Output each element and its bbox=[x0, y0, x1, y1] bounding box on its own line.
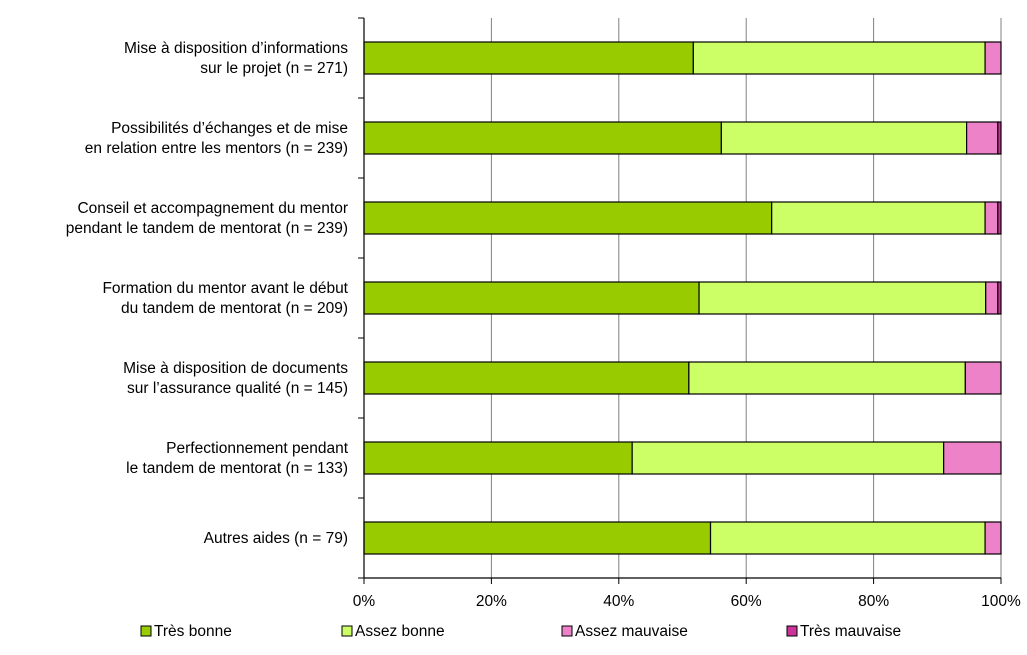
category-label: Perfectionnement pendant bbox=[166, 440, 349, 457]
x-tick-label: 80% bbox=[858, 593, 889, 610]
bar-segment bbox=[709, 521, 986, 555]
category-label: pendant le tandem de mentorat (n = 239) bbox=[66, 220, 348, 237]
category-label: Mise à disposition d’informations bbox=[124, 40, 348, 57]
category-label: sur le projet (n = 271) bbox=[200, 60, 348, 77]
x-tick-label: 0% bbox=[353, 593, 376, 610]
bar-segment bbox=[363, 361, 690, 395]
legend-swatch bbox=[140, 625, 152, 637]
legend-swatch bbox=[341, 625, 353, 637]
bar-segment bbox=[984, 41, 1002, 75]
bar-segment bbox=[997, 201, 1002, 235]
category-label: le tandem de mentorat (n = 133) bbox=[126, 460, 348, 477]
bar-segment bbox=[363, 201, 773, 235]
category-label: Formation du mentor avant le début bbox=[102, 280, 348, 297]
bar-segment bbox=[943, 441, 1002, 475]
legend-swatch bbox=[786, 625, 798, 637]
bar-segment bbox=[997, 281, 1002, 315]
bar-segment bbox=[363, 281, 700, 315]
legend-swatch bbox=[561, 625, 573, 637]
category-label: Conseil et accompagnement du mentor bbox=[77, 200, 348, 217]
legend-label: Assez bonne bbox=[355, 623, 445, 640]
axes bbox=[358, 17, 1002, 584]
legend-label: Très mauvaise bbox=[800, 623, 901, 640]
bar-segment bbox=[964, 361, 1002, 395]
category-label: Autres aides (n = 79) bbox=[204, 530, 348, 547]
bar-segment bbox=[363, 41, 694, 75]
bar-segment bbox=[363, 521, 712, 555]
bar-segment bbox=[966, 121, 999, 155]
bar-segment bbox=[771, 201, 986, 235]
category-label: du tandem de mentorat (n = 209) bbox=[121, 300, 348, 317]
bar-segment bbox=[698, 281, 987, 315]
legend: Très bonne Assez bonne Assez mauvaise Très … bbox=[140, 623, 901, 640]
x-tick-label: 20% bbox=[476, 593, 507, 610]
bar-segment bbox=[720, 121, 968, 155]
category-label: sur l’assurance qualité (n = 145) bbox=[127, 380, 348, 397]
category-labels: Mise à disposition d’informations sur le … bbox=[66, 40, 349, 547]
category-label: Mise à disposition de documents bbox=[123, 360, 348, 377]
bar-segment bbox=[363, 121, 722, 155]
x-tick-label: 60% bbox=[731, 593, 762, 610]
bar-segment bbox=[363, 441, 633, 475]
legend-label: Très bonne bbox=[154, 623, 232, 640]
bar-segment bbox=[984, 521, 1002, 555]
bar-segment bbox=[631, 441, 945, 475]
category-label: en relation entre les mentors (n = 239) bbox=[85, 140, 348, 157]
bar-segment bbox=[692, 41, 986, 75]
x-tick-label: 40% bbox=[603, 593, 634, 610]
category-label: Possibilités d’échanges et de mise bbox=[111, 120, 348, 137]
bars bbox=[363, 41, 1002, 555]
bar-segment bbox=[985, 281, 999, 315]
tick-labels: 0% 20% 40% 60% 80% 100% bbox=[353, 593, 1021, 610]
legend-label: Assez mauvaise bbox=[575, 623, 688, 640]
bar-segment bbox=[688, 361, 966, 395]
bar-segment bbox=[997, 121, 1002, 155]
x-tick-label: 100% bbox=[981, 593, 1021, 610]
bar-segment bbox=[984, 201, 999, 235]
